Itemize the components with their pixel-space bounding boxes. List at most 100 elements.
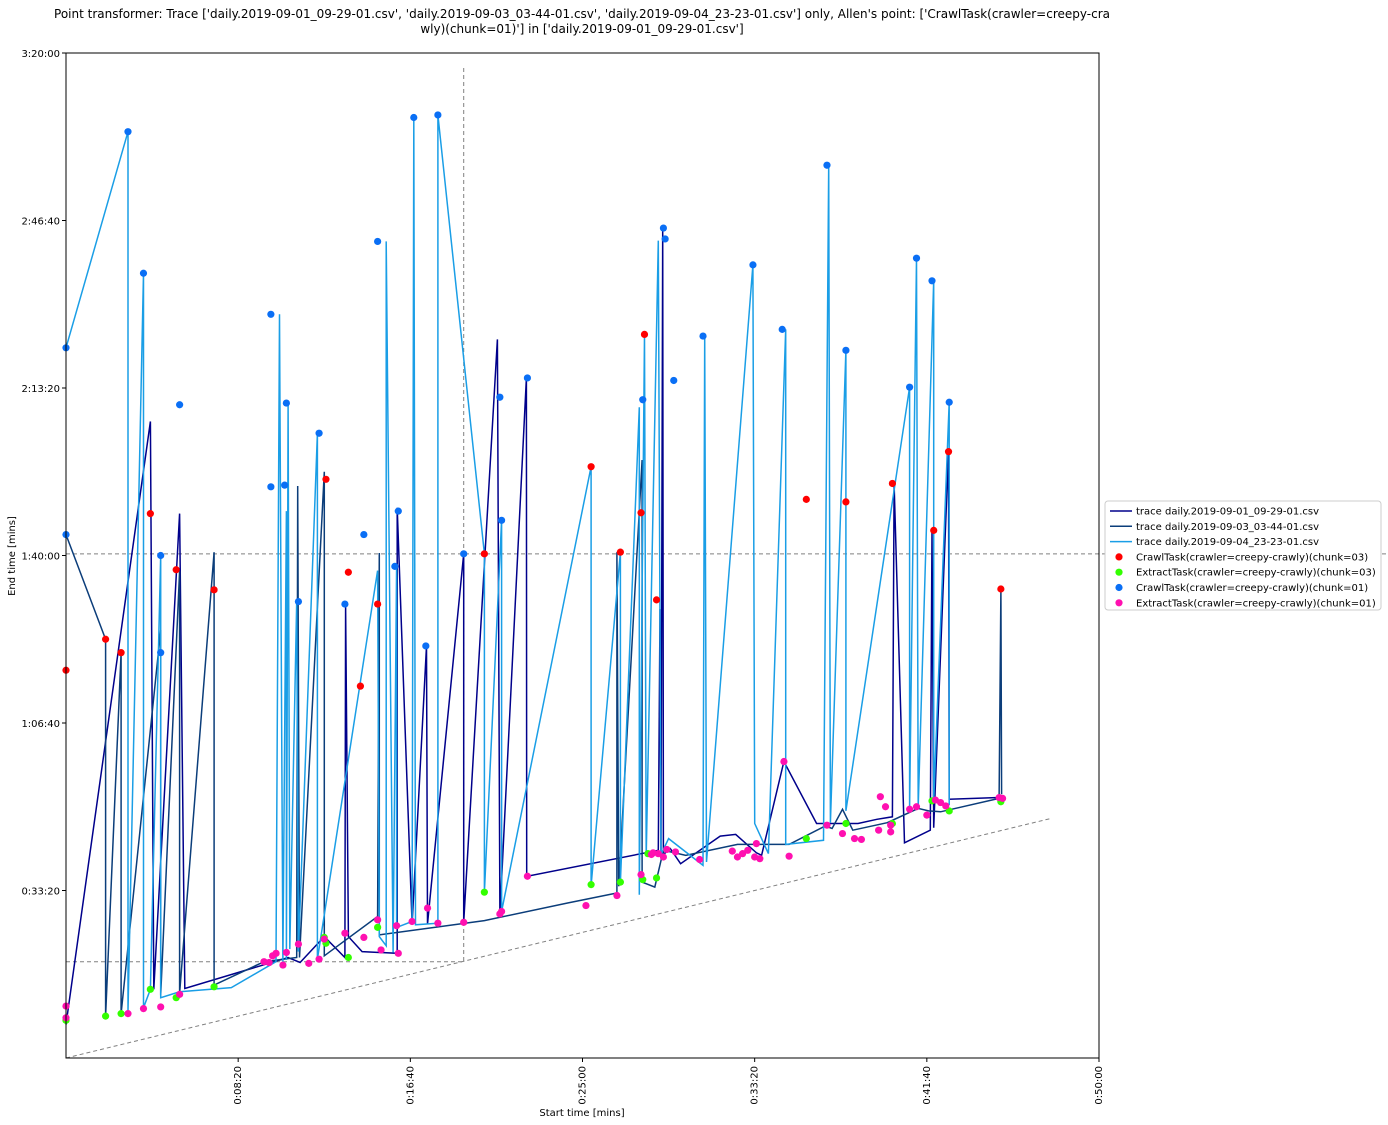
data-point	[172, 566, 180, 574]
data-point	[876, 793, 884, 801]
legend-entry-label: ExtractTask(crawler=creepy-crawly)(chunk…	[1136, 568, 1376, 579]
data-point	[523, 374, 532, 382]
data-point	[888, 479, 897, 488]
data-point	[652, 596, 661, 604]
legend-entry-label: trace daily.2019-09-03_03-44-01.csv	[1136, 522, 1319, 533]
data-point	[124, 128, 132, 136]
trace-line-2	[65, 459, 1003, 1017]
data-point	[587, 881, 595, 889]
data-point	[780, 757, 788, 766]
legend-marker-swatch	[1115, 568, 1123, 576]
data-point	[912, 803, 921, 811]
data-point	[480, 550, 488, 558]
data-point	[294, 597, 303, 606]
legend-marker-swatch	[1115, 553, 1123, 561]
x-tick-label: 0:08:20	[233, 1066, 244, 1105]
data-point	[695, 855, 704, 864]
data-point	[842, 498, 850, 506]
y-tick-label: 2:13:20	[21, 384, 60, 395]
data-point	[838, 829, 847, 838]
x-axis-label: Start time [mins]	[539, 1108, 624, 1119]
data-point	[423, 904, 432, 912]
chart-title-line-1: Point transformer: Trace ['daily.2019-09…	[54, 7, 1110, 21]
data-point	[434, 919, 442, 927]
data-point	[392, 922, 401, 930]
data-point	[998, 794, 1007, 802]
data-point	[356, 682, 365, 690]
y-axis-label: End time [mins]	[7, 516, 18, 596]
trace-line-1	[65, 228, 1002, 1025]
data-point	[802, 495, 810, 503]
data-point	[728, 847, 736, 855]
data-point	[659, 224, 668, 232]
legend-box	[1104, 500, 1382, 611]
data-point	[374, 923, 382, 931]
data-point	[139, 1004, 148, 1013]
data-point	[460, 550, 468, 558]
data-point	[823, 821, 831, 829]
data-point	[906, 805, 914, 813]
data-point	[322, 475, 330, 483]
data-point	[637, 509, 645, 517]
data-point	[496, 393, 504, 401]
data-point	[157, 1003, 165, 1011]
x-tick-label: 0:33:20	[750, 1066, 761, 1105]
data-point	[997, 585, 1005, 593]
data-point	[857, 835, 866, 844]
data-point	[778, 325, 786, 333]
data-point	[394, 949, 402, 957]
data-point	[842, 346, 850, 354]
data-point	[923, 811, 931, 819]
data-point	[282, 399, 290, 407]
data-point	[320, 935, 328, 943]
legend-entry-label: trace daily.2019-09-01_09-29-01.csv	[1136, 507, 1319, 518]
legend-marker-swatch	[1115, 583, 1123, 592]
x-tick-label: 0:25:00	[578, 1066, 589, 1105]
data-point	[785, 852, 793, 860]
x-tick-label: 0:41:40	[922, 1066, 933, 1105]
data-point	[944, 448, 953, 456]
y-tick-label: 0:33:20	[21, 887, 60, 898]
data-point	[344, 568, 352, 576]
data-point	[823, 161, 831, 169]
y-tick-label: 1:40:00	[21, 552, 60, 563]
data-point	[749, 261, 757, 269]
legend-entry-label: CrawlTask(crawler=creepy-crawly)(chunk=0…	[1136, 552, 1368, 563]
legend-entry-label: ExtractTask(crawler=creepy-crawly)(chunk…	[1136, 598, 1376, 609]
data-point	[652, 874, 661, 882]
data-point	[265, 958, 273, 967]
legend-entry-label: trace daily.2019-09-04_23-23-01.csv	[1136, 537, 1319, 548]
data-point	[460, 918, 468, 926]
data-point	[945, 398, 953, 406]
data-point	[639, 396, 647, 404]
data-point	[422, 642, 430, 650]
y-axis: 0:33:20 1:06:40 1:40:00 2:13:20 2:46:40 3:20:…	[21, 49, 66, 898]
data-point	[912, 254, 921, 262]
data-point	[117, 649, 125, 657]
data-point	[739, 850, 747, 858]
data-point	[394, 507, 402, 515]
data-point	[497, 907, 506, 916]
data-point	[699, 332, 707, 340]
diagonal-reference-line	[65, 817, 1051, 1059]
data-point	[377, 946, 385, 954]
data-point	[637, 870, 645, 879]
legend: trace daily.2019-09-01_09-29-01.csvtrace…	[1104, 500, 1382, 611]
legend-marker-swatch	[1115, 599, 1123, 607]
data-point	[157, 551, 165, 560]
data-point	[272, 949, 280, 957]
data-point	[124, 1010, 132, 1018]
data-point	[374, 916, 382, 924]
scatter-series-4	[62, 757, 1007, 1022]
data-point	[850, 834, 859, 843]
data-point	[670, 376, 678, 385]
data-point	[176, 401, 184, 409]
data-point	[937, 798, 945, 807]
data-point	[341, 929, 349, 937]
data-point	[887, 828, 895, 836]
data-point	[587, 463, 595, 471]
y-tick-label: 2:46:40	[21, 217, 60, 228]
data-point	[663, 845, 671, 854]
data-point	[360, 530, 368, 539]
